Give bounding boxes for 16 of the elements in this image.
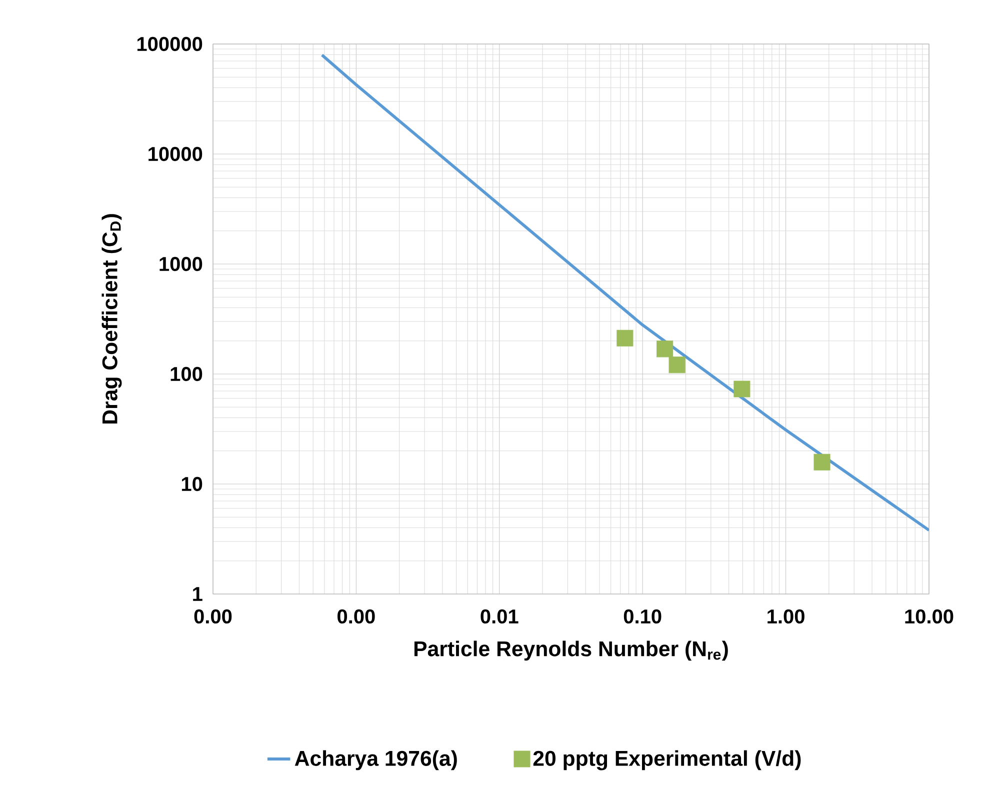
legend-label: 20 pptg Experimental (V/d) xyxy=(533,750,801,770)
x-tick-label: 1.00 xyxy=(768,609,804,624)
x-tick-label: 10.00 xyxy=(905,609,954,624)
y-tick-label: 10 xyxy=(182,476,202,492)
x-tick-label: 0.01 xyxy=(480,609,518,624)
y-tick-label: 100 xyxy=(170,366,202,382)
legend-label: Acharya 1976(a) xyxy=(294,750,457,770)
y-tick-label: 1 xyxy=(193,587,202,601)
x-tick-label: 0.00 xyxy=(194,609,232,624)
y-tick-label: 100000 xyxy=(137,36,202,52)
y-tick-label: 1000 xyxy=(160,256,202,272)
x-tick-label: 0.00 xyxy=(338,609,375,624)
x-axis-title: Particle Reynolds Number (N$_{re}$) xyxy=(414,640,728,661)
y-tick-label: 10000 xyxy=(148,146,202,162)
x-tick-label: 0.10 xyxy=(624,609,662,624)
y-axis-title: Drag Coefficient (C$_{D}$) xyxy=(102,214,122,424)
